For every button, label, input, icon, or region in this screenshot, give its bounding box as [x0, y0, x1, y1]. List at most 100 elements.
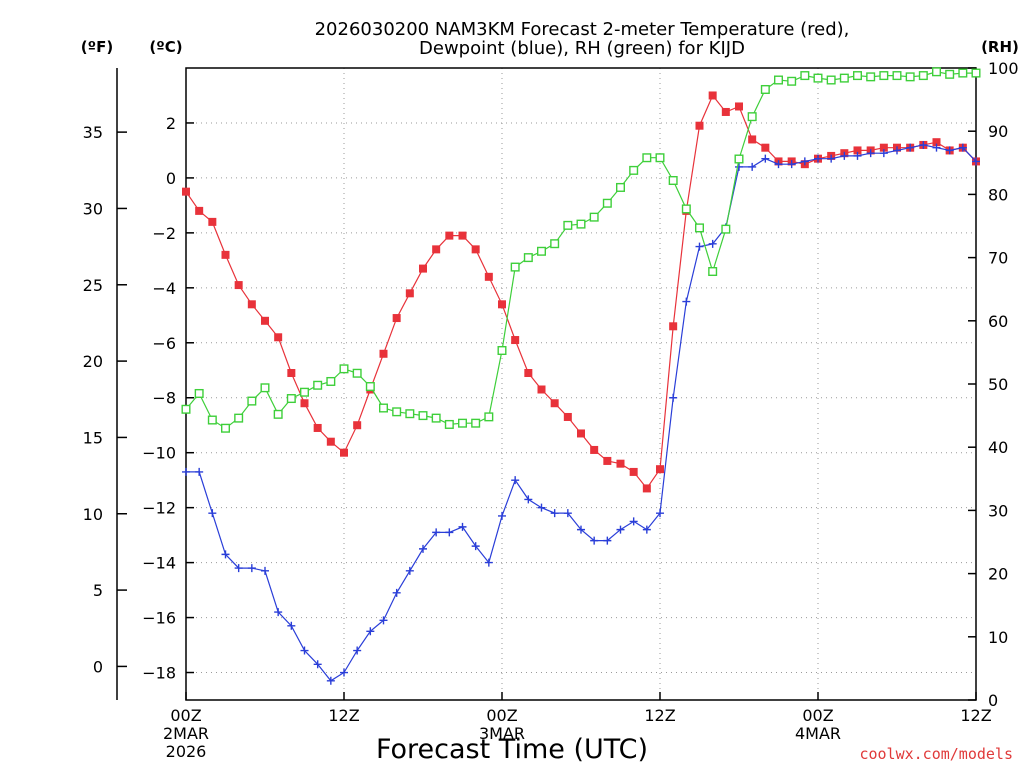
celsius-tick-label: −18: [142, 664, 176, 683]
dewpoint-point: [419, 544, 427, 553]
dewpoint-point: [814, 154, 822, 163]
rh-point: [853, 71, 863, 81]
rh-tick-label: 80: [988, 185, 1008, 204]
rh-point: [616, 182, 626, 192]
dewpoint-point: [405, 566, 414, 575]
rh-tick-label: 30: [988, 501, 1008, 520]
rh-point: [747, 112, 757, 122]
rh-point: [286, 394, 296, 404]
time-tick-label: 12Z: [328, 706, 359, 725]
fahrenheit-unit-label: (ºF): [81, 38, 113, 56]
dewpoint-point: [234, 564, 243, 573]
rh-point: [892, 71, 902, 81]
rh-point: [563, 220, 573, 230]
celsius-tick-label: −2: [152, 224, 176, 243]
dewpoint-point: [577, 525, 585, 534]
temperature-point: [419, 264, 427, 273]
temperature-point: [432, 245, 441, 254]
rh-tick-label: 40: [988, 438, 1008, 457]
time-tick-label: 12Z: [960, 706, 991, 725]
dewpoint-point: [827, 154, 836, 163]
fahrenheit-tick-label: 10: [83, 505, 103, 524]
celsius-axis: −18 −16 −14 −12 −10 −8 −6 −4 −2 0 2: [142, 114, 194, 683]
temperature-point: [313, 423, 322, 432]
temperature-point: [221, 250, 230, 259]
dewpoint-point: [800, 157, 809, 166]
dewpoint-point: [366, 627, 375, 636]
rh-point: [431, 413, 441, 423]
rh-point: [721, 224, 731, 234]
temperature-point: [392, 314, 401, 323]
dewpoint-point: [945, 146, 954, 155]
celsius-tick-label: 0: [166, 169, 176, 188]
rh-tick-label: 50: [988, 375, 1008, 394]
fahrenheit-tick-label: 20: [83, 352, 103, 371]
dewpoint-point: [853, 151, 862, 160]
celsius-tick-label: −12: [142, 499, 176, 518]
plot-frame: [185, 67, 977, 701]
time-tick-label: 12Z: [644, 706, 675, 725]
rh-point: [273, 409, 283, 419]
rh-point: [444, 419, 454, 429]
grid-lines: [186, 68, 976, 700]
rh-point: [392, 407, 402, 417]
rh-point: [300, 387, 310, 397]
dewpoint-point: [379, 616, 388, 625]
rh-point: [813, 73, 823, 83]
rh-point: [668, 175, 678, 185]
time-tick-date: 4MAR: [795, 724, 841, 743]
rh-point: [418, 411, 428, 421]
dewpoint-point: [656, 509, 664, 518]
dewpoint-point: [340, 668, 348, 677]
time-tick-label: 00Z: [170, 706, 201, 725]
temperature-point: [300, 399, 309, 408]
temperature-point: [182, 187, 190, 196]
data-series: [181, 67, 981, 685]
celsius-tick-label: −10: [142, 444, 176, 463]
dewpoint-point: [511, 476, 520, 485]
temperature-point: [721, 107, 730, 116]
rh-point: [458, 418, 468, 428]
temperature-point: [879, 143, 888, 152]
dewpoint-point: [590, 536, 599, 545]
rh-tick-label: 10: [988, 628, 1008, 647]
rh-point: [826, 75, 836, 85]
dewpoint-point: [247, 564, 256, 573]
temperature-point: [247, 300, 256, 309]
dewpoint-point: [392, 588, 401, 597]
time-tick-date: 3MAR: [479, 724, 525, 743]
dewpoint-point: [208, 509, 217, 518]
rh-point: [537, 246, 547, 256]
rh-point: [339, 364, 349, 374]
temperature-point: [471, 245, 480, 254]
dewpoint-point: [893, 146, 901, 155]
rh-point: [734, 154, 744, 164]
dewpoint-point: [484, 558, 493, 567]
dewpoint-point: [550, 509, 559, 518]
temperature-point: [524, 369, 533, 378]
dewpoint-point: [182, 467, 190, 476]
dewpoint-point: [313, 660, 322, 669]
rh-line: [185, 71, 976, 429]
rh-tick-label: 100: [988, 59, 1019, 78]
temperature-point: [748, 135, 757, 144]
temperature-point: [616, 459, 625, 468]
temperature-point: [590, 445, 599, 454]
temperature-point: [340, 448, 348, 457]
rh-point: [839, 73, 849, 83]
chart-title-line2: Dewpoint (blue), RH (green) for KIJD: [419, 38, 745, 59]
rh-axis: 0 10 20 30 40 50 60 70 80 90 100: [968, 59, 1019, 710]
rh-point: [800, 71, 810, 81]
fahrenheit-tick-label: 35: [83, 123, 103, 142]
dewpoint-point: [458, 522, 467, 531]
dewpoint-point: [261, 566, 269, 575]
celsius-tick-label: −14: [142, 554, 176, 573]
temperature-point: [932, 138, 941, 147]
rh-point: [365, 382, 375, 392]
temperature-point: [577, 429, 585, 438]
temperature-point: [708, 91, 717, 100]
rh-point: [510, 262, 520, 272]
dewpoint-point: [603, 536, 612, 545]
